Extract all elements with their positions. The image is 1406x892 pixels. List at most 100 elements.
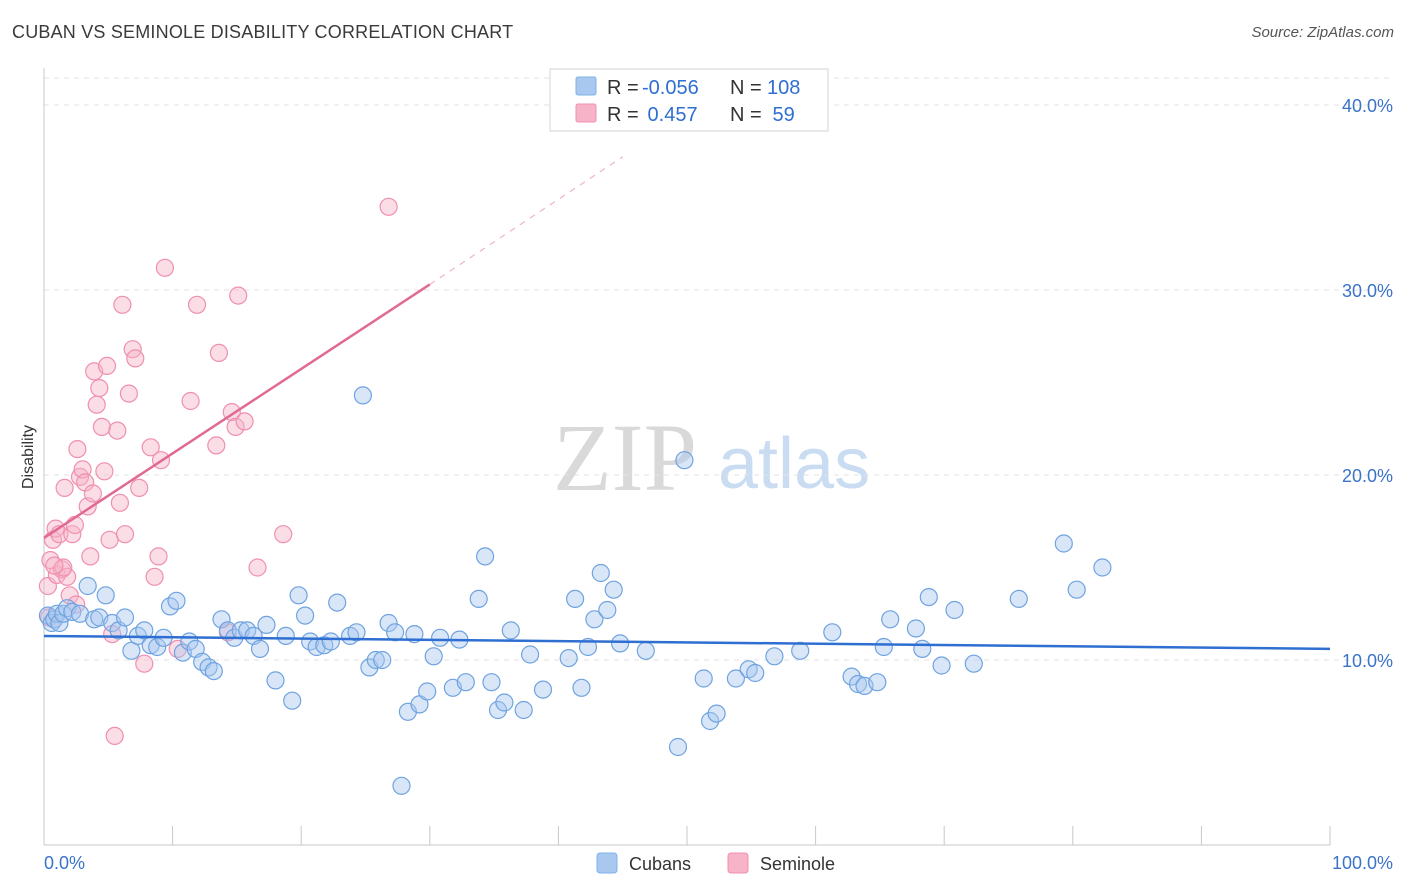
legend-n-label-seminole: N = [730,104,762,126]
cubans-point [456,673,475,692]
legend-swatch-seminole [575,103,597,123]
cubans-point [514,700,533,720]
cubans-point [204,661,223,681]
y-axis-label: Disability [20,425,37,489]
cubans-point [565,589,585,609]
cubans-point [1093,558,1112,577]
legend: R = -0.056 N = 108 R = 0.457 N = 59 [549,68,829,132]
seminole-point [97,356,117,375]
cubans-point [610,634,630,653]
seminole-point [187,295,207,314]
cubans-point [353,386,372,405]
cubans-point [932,656,951,675]
seminole-point [108,421,127,440]
cubans-point [945,600,964,620]
cubans-point [700,711,720,731]
seminole-point [90,379,109,398]
seminole-point [130,478,149,497]
cubans-point [276,626,295,646]
cubans-point [431,628,450,647]
legend-r-label-seminole: R = [607,104,639,126]
cubans-point [868,673,887,692]
cubans-point [347,623,366,642]
cubans-point [50,613,69,633]
cubans-point [746,663,765,683]
seminole-point [57,567,77,586]
cubans-point [167,591,186,610]
seminole-point [87,395,106,414]
bottom-legend-label-seminole: Seminole [760,854,835,874]
seminole-point [55,478,74,497]
bottom-legend-label-cubans: Cubans [629,854,691,874]
seminole-point [68,440,87,459]
seminole-point [155,258,174,277]
cubans-point [424,647,443,666]
cubans-point [707,704,726,723]
chart-title: CUBAN VS SEMINOLE DISABILITY CORRELATION… [12,22,514,42]
cubans-point [405,624,424,644]
cubans-point [636,641,655,660]
cubans-point [495,693,514,712]
cubans-point [842,667,861,686]
cubans-point [296,606,315,625]
cubans-point [250,639,270,659]
cubans-point [386,623,405,642]
bottom-legend-swatch-seminole [727,852,749,874]
seminole-point [100,530,119,549]
cubans-point [964,654,983,673]
seminole-point [113,295,132,314]
legend-r-value-seminole: 0.457 [642,104,698,126]
seminole-points [38,197,398,746]
cubans-point [212,610,231,629]
source-label: Source: ZipAtlas.com [1251,24,1394,41]
seminole-point [95,462,114,481]
cubans-point [585,610,604,629]
cubans-point [469,589,488,609]
cubans-point [578,637,598,657]
legend-n-value-seminole: 59 [767,104,795,126]
cubans-point [572,678,591,697]
cubans-point [476,547,495,566]
seminole-point [181,391,200,411]
x-ticks [43,826,1331,845]
seminole-point [379,197,398,216]
cubans-point [289,586,308,605]
cubans-point [881,610,900,629]
watermark-zip: ZIP [553,404,697,511]
seminole-point [126,349,145,368]
seminole-point [145,567,164,586]
cubans-point [919,587,938,607]
cubans-point [379,613,398,633]
cubans-point [366,650,385,670]
seminole-trend-line [43,283,431,539]
cubans-point [533,680,553,699]
cubans-point [1067,580,1086,599]
y-tick-label-30: 30.0% [1342,281,1393,301]
x-tick-label-max: 100.0% [1332,853,1393,873]
seminole-point [110,493,130,512]
cubans-point [598,600,617,620]
trend-lines [43,156,1331,651]
cubans-point [913,639,932,659]
cubans-point [321,632,340,651]
grid [44,77,1394,661]
cubans-point [906,619,926,638]
cubans-point [115,608,135,627]
seminole-point [105,726,124,746]
cubans-point [668,737,688,757]
seminole-point [274,525,293,544]
cubans-point [78,576,97,596]
cubans-point [392,776,411,795]
y-tick-labels: 10.0% 20.0% 30.0% 40.0% [1342,96,1393,671]
cubans-point [482,673,501,692]
seminole-point [229,286,248,305]
cubans-point [418,682,437,701]
cubans-point [520,645,540,664]
cubans-point [604,580,623,599]
cubans-point [1009,589,1028,609]
cubans-trend-line [43,634,1331,651]
seminole-point [135,654,154,673]
seminole-point [115,525,135,544]
cubans-point [765,647,784,666]
